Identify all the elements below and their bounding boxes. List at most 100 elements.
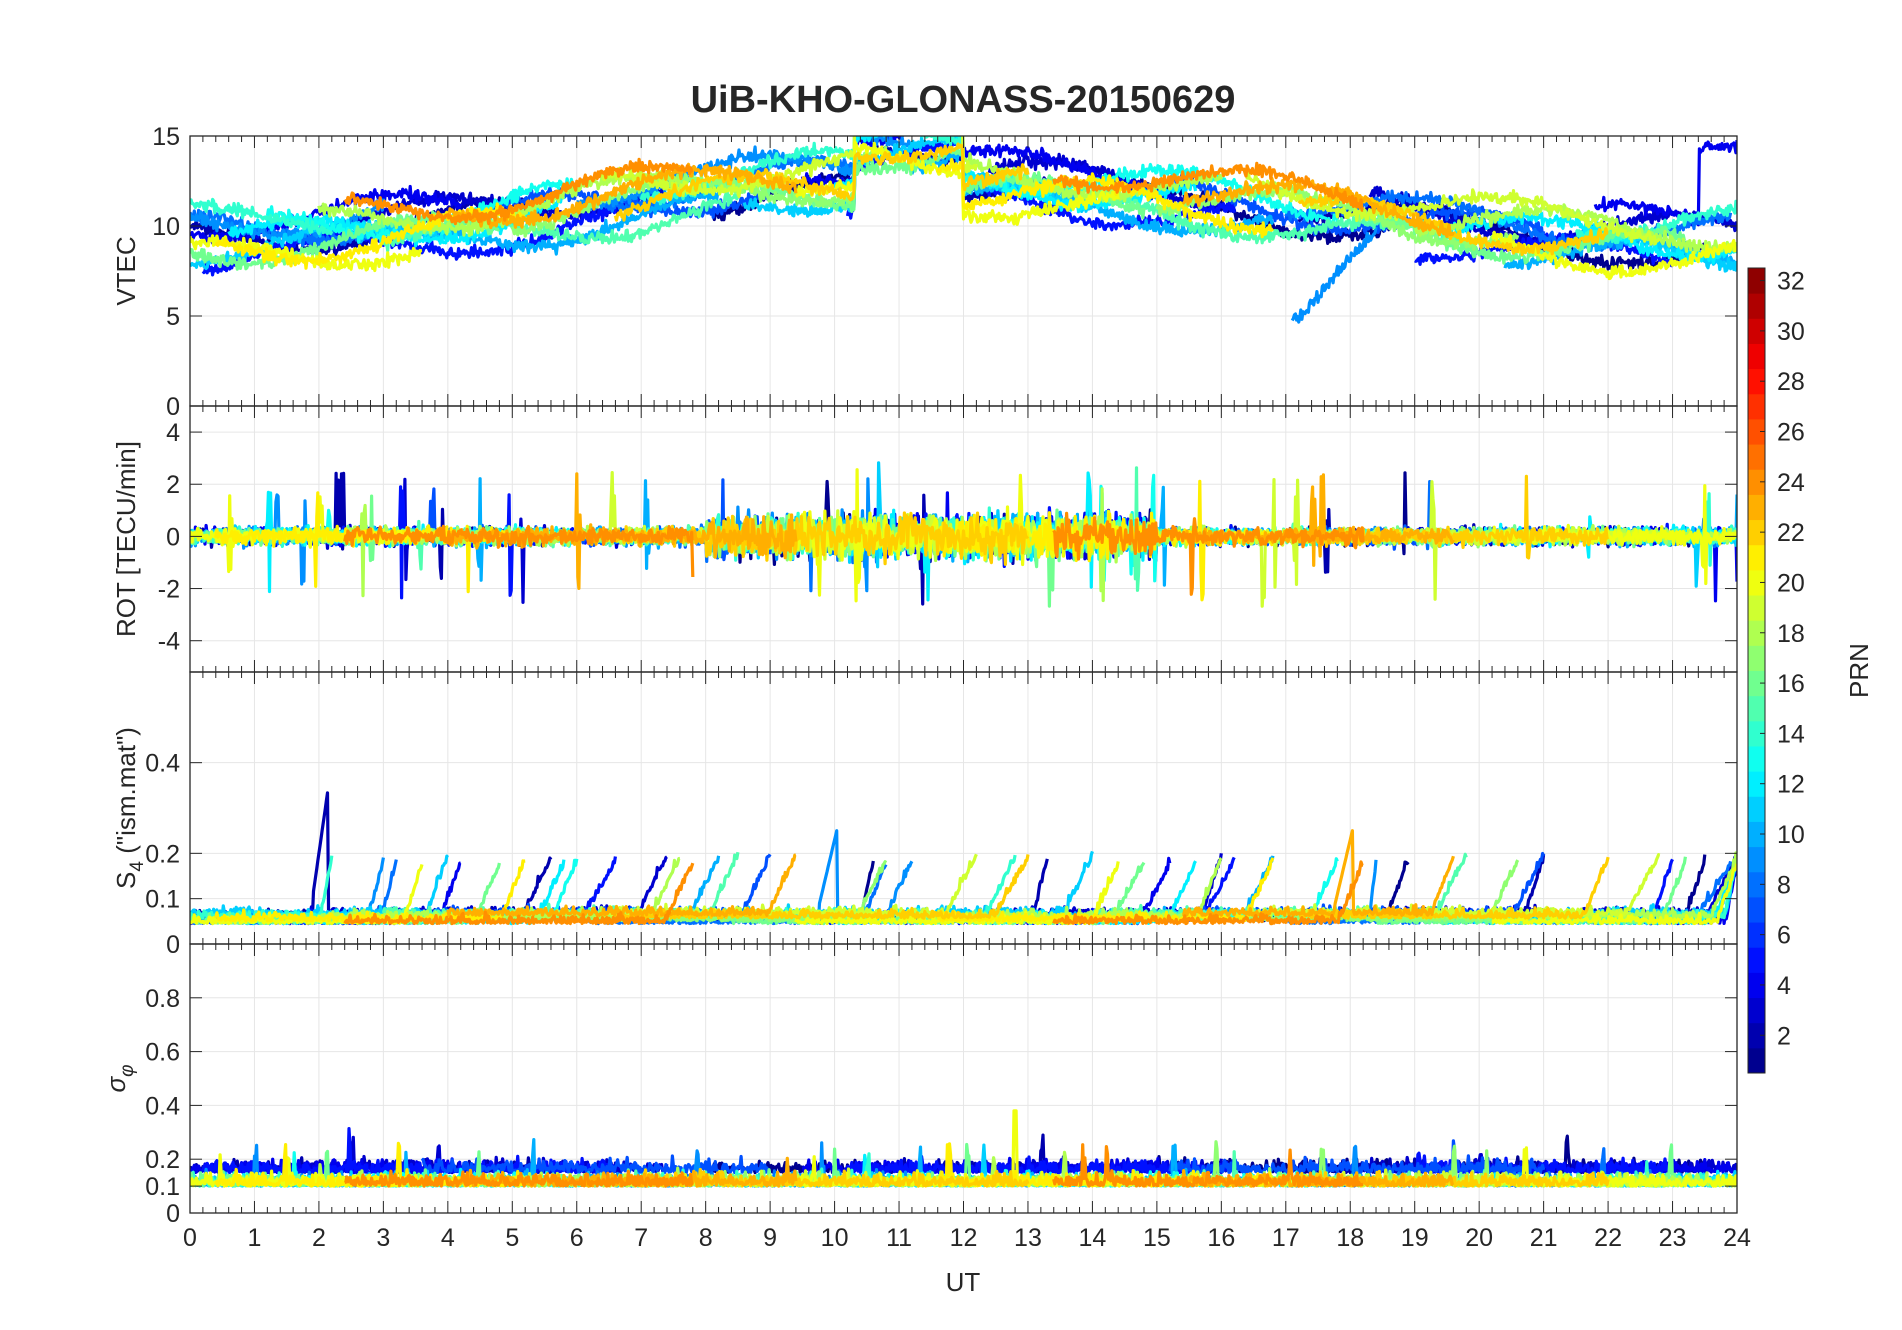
series-prn-23	[1181, 829, 1455, 918]
series-prn-8	[1284, 480, 1733, 567]
x-tick-label: 0	[183, 1224, 197, 1252]
x-tick-label: 24	[1723, 1224, 1751, 1252]
colorbar-swatch-prn-4	[1748, 972, 1765, 999]
y-tick-label: 10	[152, 213, 180, 241]
y-tick-label: 0	[166, 393, 180, 421]
colorbar-label: PRN	[1844, 643, 1874, 698]
colorbar-tick-label: 30	[1777, 318, 1805, 346]
colorbar-swatch-prn-24	[1748, 469, 1765, 495]
series-prn-22	[613, 142, 1030, 222]
y-tick-label: 0.2	[145, 1146, 180, 1174]
colorbar-tick-label: 4	[1777, 972, 1791, 1000]
colorbar-swatch-prn-21	[1748, 544, 1765, 571]
y-tick-label: 0.1	[145, 1173, 180, 1201]
panel-s4-ylabel: S4 ("ism.mat")	[111, 727, 148, 889]
ylabel-sub: 4	[127, 861, 148, 872]
colorbar-swatch-prn-25	[1748, 444, 1765, 470]
x-tick-label: 15	[1143, 1224, 1171, 1252]
colorbar-swatch-prn-22	[1748, 519, 1765, 546]
colorbar-swatch-prn-26	[1748, 418, 1765, 445]
series-prn-20	[190, 494, 424, 574]
series-prn-4	[1593, 139, 1737, 227]
chart-title: UiB-KHO-GLONASS-20150629	[691, 79, 1236, 121]
colorbar-tick-label: 22	[1777, 519, 1805, 547]
x-tick-label: 16	[1207, 1224, 1235, 1252]
colorbar-swatch-prn-8	[1748, 871, 1765, 898]
y-tick-label: 0.1	[145, 886, 180, 914]
x-tick-label: 12	[950, 1224, 978, 1252]
colorbar-swatch-prn-18	[1748, 620, 1765, 646]
colorbar-swatch-prn-7	[1748, 896, 1765, 923]
x-tick-label: 19	[1401, 1224, 1429, 1252]
colorbar-tick-label: 26	[1777, 419, 1805, 447]
panel-vtec-ticks	[189, 135, 1738, 407]
colorbar-swatch-prn-9	[1748, 846, 1765, 873]
colorbar-swatch-prn-27	[1748, 393, 1765, 420]
y-tick-label: 5	[166, 303, 180, 331]
x-tick-label: 5	[505, 1224, 519, 1252]
y-tick-label: 0.6	[145, 1039, 180, 1067]
y-tick-label: -2	[158, 576, 180, 604]
series-prn-24	[343, 862, 695, 926]
y-tick-label: 0.4	[145, 750, 180, 778]
x-tick-label: 21	[1530, 1224, 1558, 1252]
series-prn-24	[1052, 511, 1365, 596]
panel-s4-grid	[189, 672, 1738, 945]
series-prn-24	[1052, 161, 1364, 212]
colorbar-swatch-prn-5	[1748, 947, 1765, 973]
colorbar-tick-label: 20	[1777, 569, 1805, 597]
colorbar-swatch-prn-17	[1748, 645, 1765, 671]
series-prn-14	[190, 197, 334, 236]
colorbar-tick-label: 2	[1777, 1022, 1791, 1050]
x-tick-label: 23	[1659, 1224, 1687, 1252]
ylabel-sub: φ	[117, 1064, 138, 1076]
colorbar-tick-label: 18	[1777, 620, 1805, 648]
series-prn-24	[1052, 1143, 1364, 1188]
series-prn-19	[600, 136, 978, 199]
y-tick-label: 0	[166, 931, 180, 959]
panel-rot-ticks	[189, 406, 1738, 672]
y-tick-label: 0.8	[145, 985, 180, 1013]
colorbar-tick-label: 16	[1777, 670, 1805, 698]
y-tick-label: -4	[158, 628, 180, 656]
series-prn-21	[936, 157, 1275, 239]
x-axis-label: UT	[946, 1267, 981, 1297]
colorbar-tick-label: 8	[1777, 871, 1791, 899]
colorbar-swatch-prn-30	[1748, 318, 1765, 344]
colorbar-tick-label: 32	[1777, 268, 1805, 296]
x-tick-label: 7	[634, 1224, 648, 1252]
ylabel-rest: ("ism.mat")	[111, 727, 141, 861]
x-tick-label: 1	[248, 1224, 262, 1252]
series-prn-22	[1297, 856, 1610, 920]
series-prn-24	[344, 1169, 694, 1188]
y-tick-label: 4	[166, 419, 180, 447]
colorbar-tick-label: 14	[1777, 720, 1805, 748]
y-tick-label: 0	[166, 523, 180, 551]
x-tick-label: 3	[376, 1224, 390, 1252]
colorbar-swatch-prn-3	[1748, 997, 1765, 1024]
colorbar-tick-label: 6	[1777, 922, 1791, 950]
panel-sigma-series	[190, 1109, 1737, 1188]
colorbar-swatch-prn-10	[1748, 821, 1765, 848]
series-prn-20	[1490, 484, 1737, 586]
x-tick-label: 9	[763, 1224, 777, 1252]
colorbar-swatch-prn-28	[1748, 368, 1765, 395]
colorbar-swatch-prn-19	[1748, 595, 1765, 621]
ylabel-main: S	[111, 872, 141, 889]
colorbar-swatch-prn-15	[1748, 695, 1765, 722]
colorbar-tick-label: 24	[1777, 469, 1805, 497]
panel-vtec: 0 5 10 15 VTEC	[111, 123, 1738, 421]
x-tick-label: 14	[1079, 1224, 1107, 1252]
colorbar-swatch-prn-16	[1748, 670, 1765, 697]
colorbar-swatch-prn-1	[1748, 1047, 1765, 1074]
colorbar-swatch-prn-23	[1748, 494, 1765, 521]
colorbar-swatch-prn-14	[1748, 720, 1765, 747]
panel-rot: -4 -2 0 2 4 ROT [TECU/min]	[111, 405, 1738, 673]
x-tick-label: 18	[1336, 1224, 1364, 1252]
series-prn-19	[1245, 853, 1661, 918]
colorbar-swatch-prn-31	[1748, 293, 1765, 319]
series-prn-9	[1290, 226, 1378, 324]
